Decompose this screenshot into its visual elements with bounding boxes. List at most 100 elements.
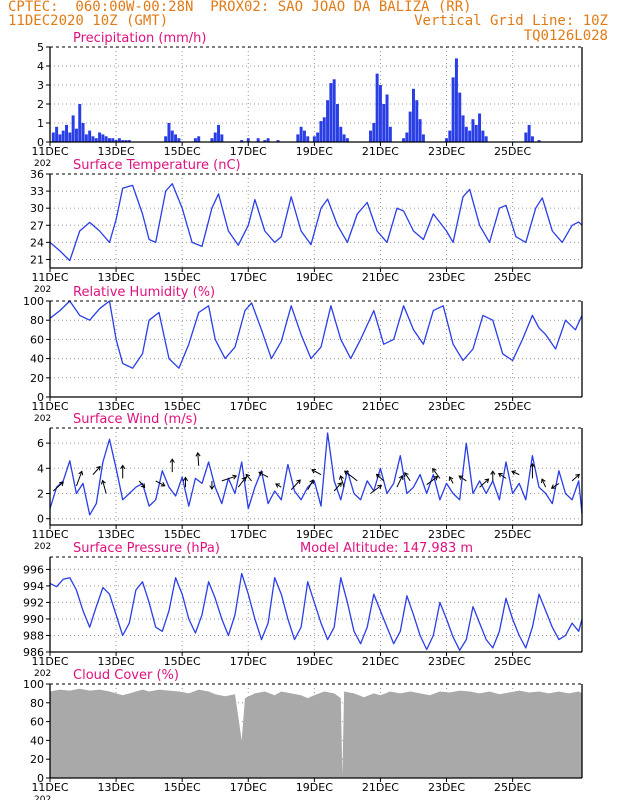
precip-bar: [312, 136, 316, 142]
wind-xtick-label: 11DEC: [31, 528, 68, 541]
precip-bar: [266, 138, 270, 142]
precip-xtick-label: 25DEC: [494, 145, 531, 158]
precip-bar: [78, 104, 82, 142]
cloud-ytick-label: 100: [23, 678, 44, 691]
precip-bar: [375, 73, 379, 142]
wind-ytick-label: 0: [37, 513, 44, 526]
precip-bar: [411, 88, 415, 142]
header-model-id: TQ0126L028: [523, 28, 608, 44]
pres-xtick-label: 21DEC: [362, 655, 399, 668]
wind-arrow: [92, 466, 101, 475]
pres-year-stub: 202: [34, 669, 51, 679]
pres-xtick-label: 15DEC: [164, 655, 201, 668]
wind-arrowhead: [529, 462, 536, 468]
temp-xtick-label: 11DEC: [31, 271, 68, 284]
wind-arrowhead: [140, 483, 146, 489]
precip-bar: [326, 100, 330, 142]
precip-bar: [61, 130, 65, 142]
wind-arrowhead: [96, 465, 101, 471]
pres-ytick-label: 994: [23, 580, 44, 593]
pres-ytick-label: 992: [23, 596, 44, 609]
wind-arrowhead: [550, 484, 556, 489]
precip-xtick-label: 19DEC: [296, 145, 333, 158]
rh-xtick-label: 19DEC: [296, 400, 333, 413]
precip-bar: [276, 140, 280, 142]
precip-ytick-label: 3: [37, 79, 44, 92]
precip-bar: [382, 104, 386, 142]
pres-ytick-label: 996: [23, 563, 44, 576]
wind-arrow: [571, 474, 580, 482]
rh-ytick-label: 80: [30, 314, 44, 327]
wind-xtick-label: 25DEC: [494, 528, 531, 541]
precip-bar: [167, 123, 171, 142]
precip-bar: [405, 132, 409, 142]
wind-arrowhead: [432, 467, 437, 473]
rh-ytick-label: 100: [23, 295, 44, 308]
precip-bar: [51, 132, 55, 142]
wind-arrow: [344, 470, 358, 482]
wind-title: Surface Wind (m/s): [73, 412, 197, 427]
precip-bar: [84, 134, 88, 142]
precip-bar: [98, 132, 102, 142]
wind-arrowhead: [404, 472, 409, 477]
wind-arrowhead: [160, 482, 166, 487]
pres-ytick-label: 990: [23, 613, 44, 626]
wind-ytick-label: 2: [37, 488, 44, 501]
cloud-ytick-label: 60: [30, 716, 44, 729]
wind-arrowhead: [258, 471, 264, 477]
wind-arrow: [370, 485, 382, 494]
precip-bar: [484, 136, 488, 142]
wind-arrowhead: [458, 475, 464, 480]
wind-arrow: [197, 452, 200, 466]
precip-bar: [471, 119, 475, 142]
precip-title: Precipitation (mm/h): [73, 31, 206, 46]
cloud-xtick-label: 13DEC: [98, 781, 135, 794]
wind-arrowhead: [375, 473, 381, 479]
precip-bar: [94, 138, 98, 142]
precip-bar: [418, 119, 422, 142]
rh-xtick-label: 15DEC: [164, 400, 201, 413]
pres-panel: 986 988 990 992 994 996 11DEC 13DEC 15DEC 17DEC 19…: [23, 541, 583, 679]
wind-arrowhead: [245, 473, 251, 479]
precip-bar: [322, 117, 326, 142]
rh-year-stub: 202: [34, 414, 51, 424]
wind-arrowhead: [338, 474, 344, 480]
temp-title: Surface Temperature (nC): [73, 158, 241, 173]
precip-bar: [408, 111, 412, 142]
precip-bar: [127, 140, 131, 142]
wind-arrow: [541, 478, 547, 488]
precip-bar: [91, 136, 95, 142]
wind-arrowhead: [311, 468, 316, 474]
rh-title: Relative Humidity (%): [73, 285, 215, 300]
cloud-xtick-label: 17DEC: [230, 781, 267, 794]
precip-bar: [421, 134, 425, 142]
wind-arrowhead: [448, 476, 454, 481]
wind-arrow: [290, 479, 301, 491]
precip-bar: [55, 126, 59, 142]
precip-bar: [210, 138, 214, 142]
wind-arrow: [245, 474, 252, 482]
precip-bar: [445, 138, 449, 142]
pres-line: [49, 572, 583, 651]
cloud-xtick-label: 23DEC: [428, 781, 465, 794]
header-grid-note: Vertical Grid Line: 10Z: [414, 13, 608, 29]
temp-xtick-label: 13DEC: [98, 271, 135, 284]
wind-arrowhead: [232, 474, 238, 480]
wind-arrow: [376, 474, 385, 482]
temp-ytick-label: 30: [30, 202, 44, 215]
wind-arrowhead: [195, 451, 201, 457]
wind-arrow: [432, 468, 441, 479]
precip-bar: [124, 140, 128, 142]
precip-bar: [481, 130, 485, 142]
rh-xtick-label: 23DEC: [428, 400, 465, 413]
wind-line: [49, 432, 583, 516]
precip-bar: [306, 136, 310, 142]
wind-arrowhead: [343, 470, 349, 476]
precip-xtick-label: 23DEC: [428, 145, 465, 158]
precip-bar: [537, 140, 541, 142]
precip-bar: [263, 140, 267, 142]
precip-bar: [197, 136, 201, 142]
precip-bar: [468, 130, 472, 142]
precip-panel: 0 1 2 3 4 5 11DEC 13DEC 15DEC 17DEC 19DEC 21DEC 23DE…: [31, 31, 583, 169]
precip-bar: [339, 126, 343, 142]
